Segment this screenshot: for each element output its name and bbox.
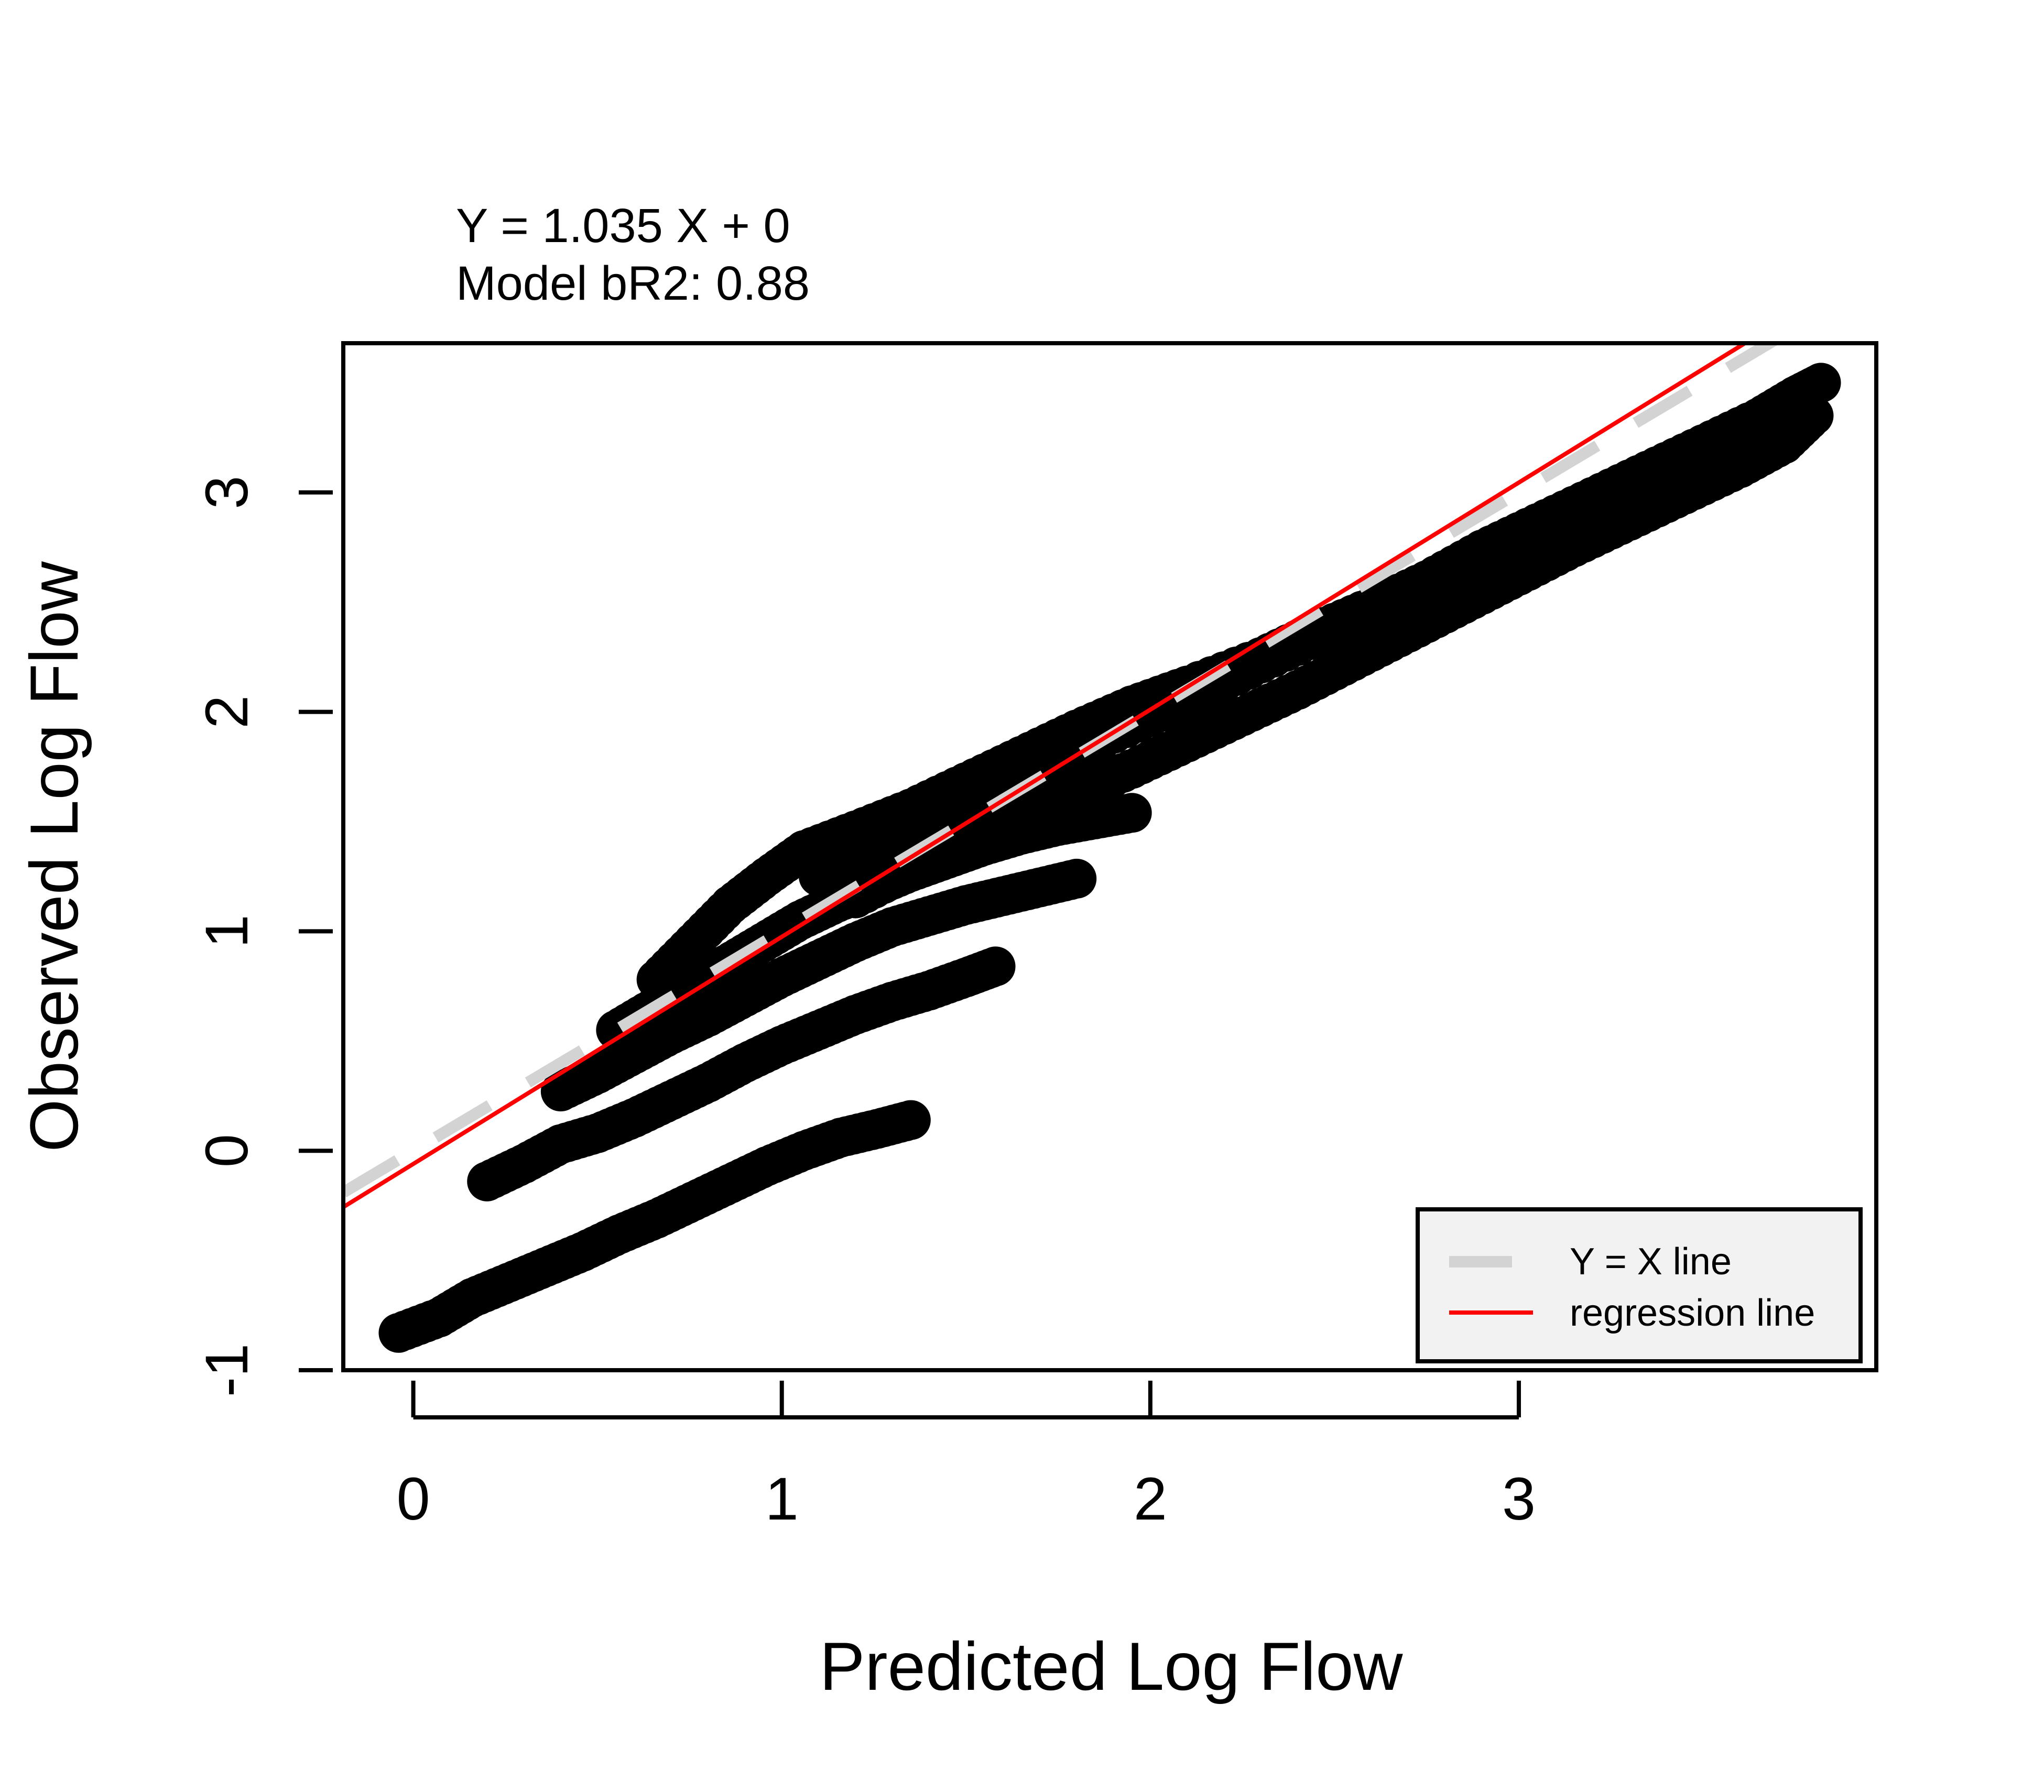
model-fit-annotation: Model bR2: 0.88 — [456, 257, 810, 310]
x-tick-label: 3 — [1502, 1466, 1536, 1533]
data-point — [1793, 396, 1834, 436]
equation-annotation: Y = 1.035 X + 0 — [456, 199, 790, 253]
data-points — [378, 363, 1841, 1353]
y-axis: -1 0 1 2 3 — [193, 476, 333, 1397]
data-point — [1112, 793, 1152, 833]
x-axis-title: Predicted Log Flow — [820, 1628, 1404, 1704]
data-point — [1057, 858, 1097, 899]
x-tick-label: 1 — [765, 1466, 799, 1533]
x-tick-label: 2 — [1134, 1466, 1167, 1533]
data-point — [1801, 363, 1841, 403]
y-tick-label: 2 — [193, 695, 260, 729]
y-tick-label: 3 — [193, 476, 260, 509]
data-point — [890, 1100, 931, 1140]
plot-frame — [341, 341, 1878, 1372]
series-1 — [467, 946, 1016, 1201]
y-tick-label: 0 — [193, 1134, 260, 1167]
legend: Y = X line regression line — [1416, 1207, 1863, 1363]
data-point — [975, 946, 1016, 987]
x-axis: 0 1 2 3 — [397, 1381, 1536, 1533]
y-axis-title: Observed Log Flow — [16, 561, 92, 1152]
reference-lines — [343, 343, 1781, 1209]
data-point — [1757, 402, 1797, 442]
legend-label-yx: Y = X line — [1570, 1241, 1732, 1283]
x-tick-label: 0 — [397, 1466, 430, 1533]
regression-line — [343, 343, 1749, 1209]
series-2 — [540, 858, 1097, 1112]
legend-label-regression: regression line — [1570, 1292, 1815, 1334]
legend-box — [1416, 1207, 1863, 1363]
y-tick-label: -1 — [193, 1343, 260, 1397]
series-0 — [378, 1100, 931, 1353]
y-tick-label: 1 — [193, 914, 260, 948]
